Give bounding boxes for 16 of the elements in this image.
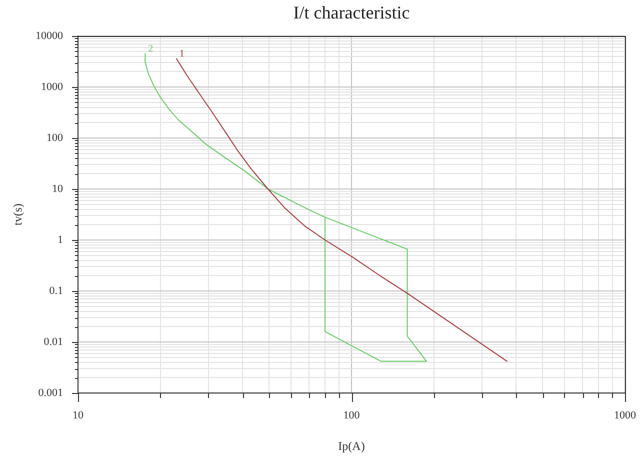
y-tick-label: 1000 <box>41 80 64 93</box>
y-axis-title: tv(s) <box>10 204 24 226</box>
chart-title: I/t characteristic <box>293 2 410 23</box>
y-tick-label: 10000 <box>36 30 64 42</box>
y-tick-label: 0.01 <box>44 336 63 348</box>
y-tick-label: 0.001 <box>38 386 63 399</box>
series-label: 1 <box>179 48 184 60</box>
x-axis-title: Ip(A) <box>338 438 365 453</box>
series-label: 2 <box>148 43 154 54</box>
x-tick-label: 1000 <box>614 409 636 422</box>
y-tick-label: 10 <box>52 182 64 195</box>
x-tick-label: 100 <box>343 409 360 422</box>
y-tick-label: 1 <box>58 234 63 246</box>
y-tick-label: 0.1 <box>49 284 63 297</box>
y-tick-label: 100 <box>46 132 64 144</box>
x-tick-label: 10 <box>72 409 84 422</box>
